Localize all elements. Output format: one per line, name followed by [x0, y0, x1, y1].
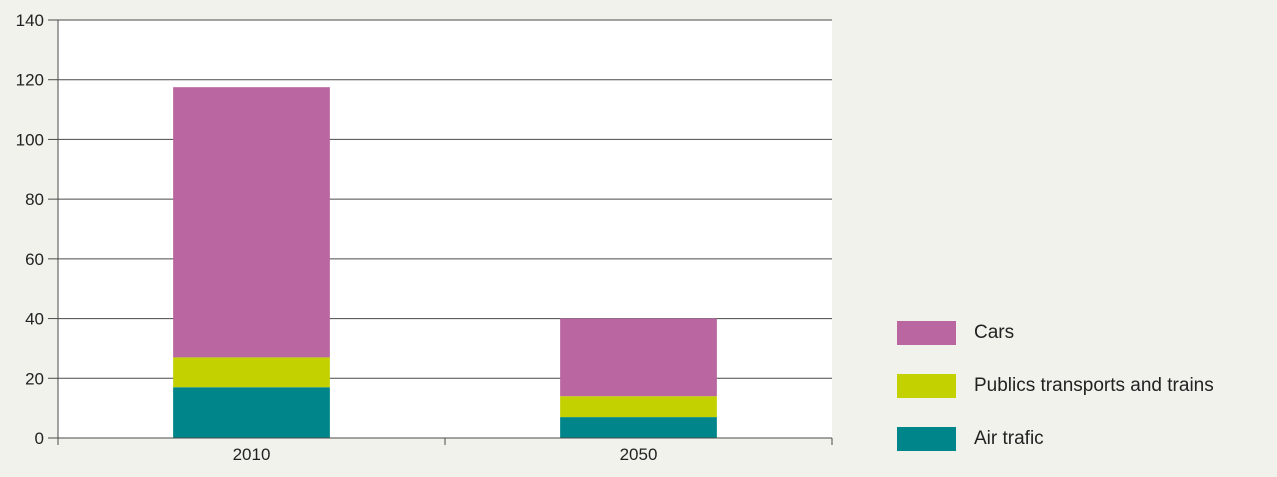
bars [173, 87, 717, 438]
y-tick-label-140: 140 [16, 11, 44, 30]
legend-label-air-traffic: Air trafic [974, 428, 1044, 449]
axes [48, 19, 833, 445]
legend-label-cars: Cars [974, 322, 1015, 343]
y-tick-label-100: 100 [16, 130, 44, 149]
y-tick-label-80: 80 [25, 190, 44, 209]
y-tick-label-40: 40 [25, 310, 44, 329]
legend-item-cars: Cars [897, 318, 1214, 348]
y-tick-label-20: 20 [25, 369, 44, 388]
legend: Cars Publics transports and trains Air t… [897, 318, 1214, 477]
legend-label-public-transport: Publics transports and trains [974, 375, 1214, 396]
legend-swatch-public-transport [897, 374, 956, 398]
x-axis-tick-labels: 2010 2050 [233, 445, 658, 464]
x-tick-label-2010: 2010 [233, 445, 271, 464]
y-axis-tick-labels: 0 20 40 60 80 100 120 140 [16, 11, 44, 448]
x-tick-label-2050: 2050 [620, 445, 658, 464]
bar-2010-air-trafic [173, 387, 330, 438]
legend-swatch-air-traffic [897, 427, 956, 451]
legend-swatch-cars [897, 321, 956, 345]
bar-2050-publics-transports-and-trains [560, 396, 717, 418]
y-tick-label-0: 0 [35, 429, 44, 448]
bar-2010-cars [173, 87, 330, 358]
bar-2050-air-trafic [560, 417, 717, 438]
y-tick-label-120: 120 [16, 71, 44, 90]
y-tick-label-60: 60 [25, 250, 44, 269]
legend-item-air-traffic: Air trafic [897, 424, 1214, 454]
stacked-bar-chart: 0 20 40 60 80 100 120 140 2010 2050 [16, 11, 833, 464]
bar-2050-cars [560, 318, 717, 397]
bar-2010-publics-transports-and-trains [173, 357, 330, 388]
legend-item-public-transport: Publics transports and trains [897, 371, 1214, 401]
